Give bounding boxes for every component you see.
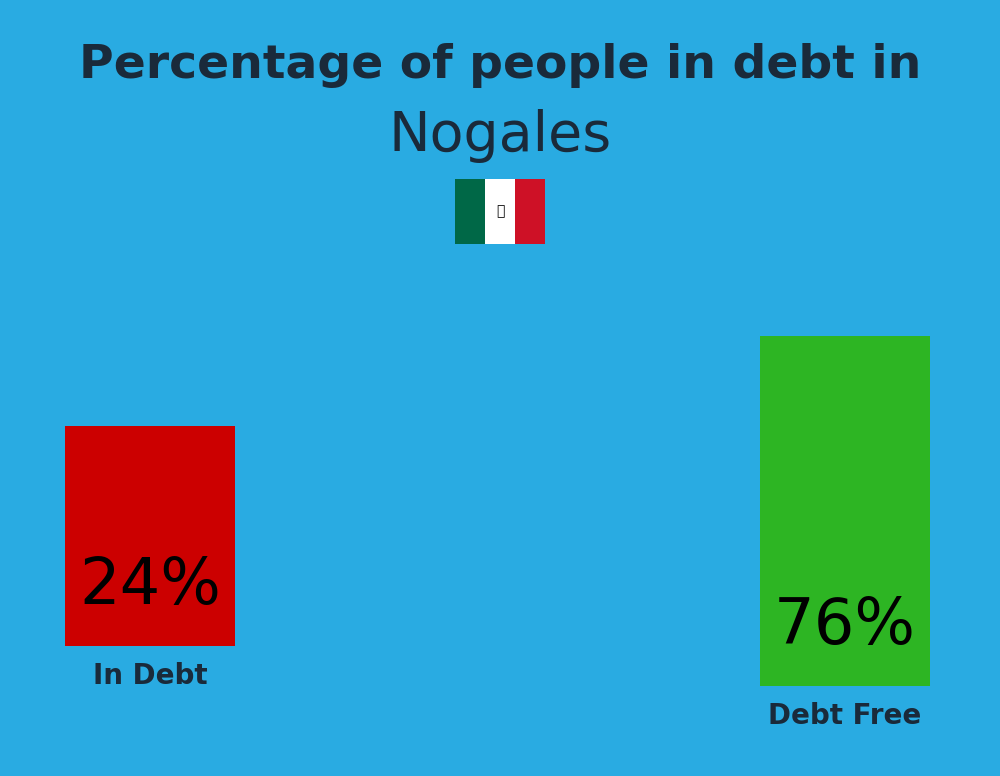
Bar <box>760 336 930 686</box>
Text: Debt Free: Debt Free <box>768 702 922 730</box>
Text: Percentage of people in debt in: Percentage of people in debt in <box>79 43 921 88</box>
Bar <box>65 426 235 646</box>
Text: 🦅: 🦅 <box>496 204 504 218</box>
Text: 76%: 76% <box>774 595 916 657</box>
Text: In Debt: In Debt <box>93 662 207 690</box>
Bar <box>485 178 515 244</box>
Bar <box>455 178 485 244</box>
Text: Nogales: Nogales <box>388 109 612 163</box>
Bar <box>515 178 545 244</box>
Text: 24%: 24% <box>79 555 221 617</box>
